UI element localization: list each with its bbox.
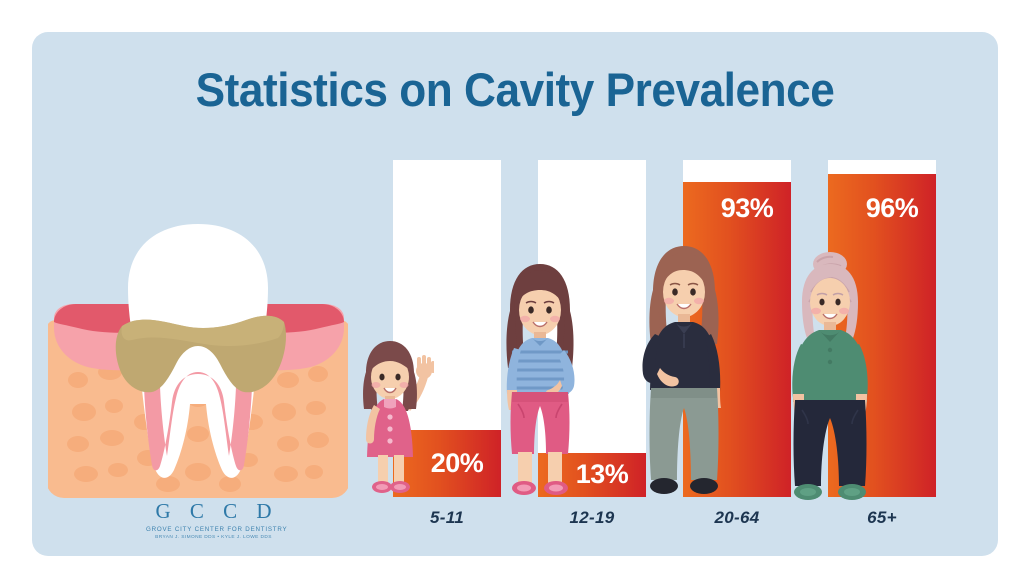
bar-value-12-19: 13% bbox=[575, 459, 629, 489]
logo-letters: G C C D bbox=[155, 499, 279, 523]
senior-woman-figure bbox=[785, 252, 875, 502]
logo-doctor-names: BRYAN J. SIMONE DDS • KYLE J. LOWE DDS bbox=[155, 535, 272, 541]
bar-label-12-19: 12-19 bbox=[569, 508, 615, 527]
page-title: Statistics on Cavity Prevalence bbox=[195, 63, 835, 116]
teen-girl-figure bbox=[496, 260, 584, 500]
bar-value-65plus: 96% bbox=[865, 193, 919, 223]
decayed-tooth-illustration bbox=[48, 222, 348, 500]
bar-label-5-11: 5-11 bbox=[430, 508, 464, 527]
bar-label-65plus: 65+ bbox=[867, 508, 897, 527]
child-girl-waving-figure bbox=[354, 337, 434, 497]
bar-value-5-11: 20% bbox=[430, 448, 484, 478]
adult-woman-figure bbox=[637, 244, 729, 502]
gccd-logo: G C C D GROVE CITY CENTER FOR DENTISTRY … bbox=[146, 499, 288, 541]
bar-value-20-64: 93% bbox=[720, 193, 774, 223]
logo-practice-name: GROVE CITY CENTER FOR DENTISTRY bbox=[146, 526, 288, 534]
bar-label-20-64: 20-64 bbox=[714, 508, 760, 527]
